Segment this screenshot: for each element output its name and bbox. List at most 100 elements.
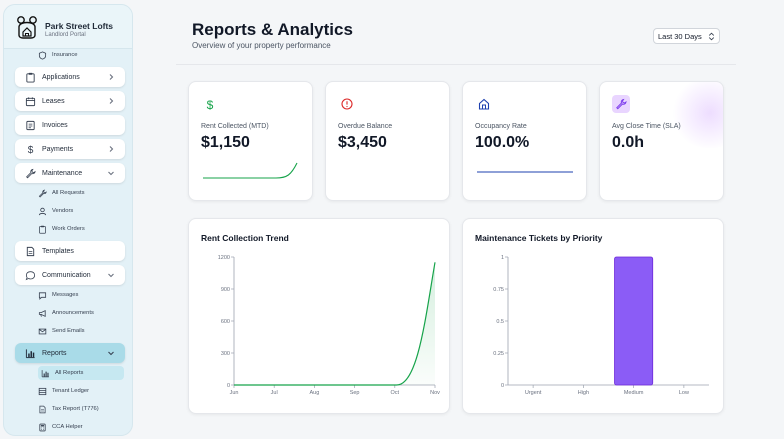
home-icon bbox=[476, 96, 492, 112]
sidebar-item-invoices[interactable]: Invoices bbox=[15, 115, 125, 135]
y-tick-label: 1 bbox=[501, 255, 504, 261]
brand-header: Park Street Lofts Landlord Portal bbox=[4, 5, 132, 49]
sidebar-item-label: Insurance bbox=[52, 52, 78, 58]
chevron-down-icon bbox=[108, 351, 114, 356]
y-tick-label: 900 bbox=[221, 287, 230, 293]
sidebar-item-reports[interactable]: Reports bbox=[15, 343, 125, 363]
dollar-icon: $ bbox=[202, 96, 218, 112]
sidebar-item-work-orders[interactable]: Work Orders bbox=[38, 222, 85, 236]
date-range-select[interactable]: Last 30 Days bbox=[653, 28, 720, 44]
sidebar-item-label: CCA Helper bbox=[52, 424, 83, 430]
y-tick-label: 0 bbox=[501, 383, 504, 389]
sidebar-item-label: Messages bbox=[52, 292, 79, 298]
shield-icon bbox=[38, 50, 47, 60]
x-tick-label: Aug bbox=[310, 390, 320, 396]
y-tick-label: 0 bbox=[227, 383, 230, 389]
y-tick-label: 0.5 bbox=[496, 319, 504, 325]
document-icon bbox=[25, 246, 36, 257]
kpi-value: $1,150 bbox=[201, 134, 250, 151]
sidebar-item-vendors[interactable]: Vendors bbox=[38, 204, 73, 218]
sidebar-item-tenant-ledger[interactable]: Tenant Ledger bbox=[38, 384, 89, 398]
sidebar-item-announcements[interactable]: Announcements bbox=[38, 306, 94, 320]
sidebar-item-communication[interactable]: Communication bbox=[15, 265, 125, 285]
x-tick-label: Low bbox=[679, 390, 689, 396]
kpi-card-occupancy-rate: Occupancy Rate 100.0% bbox=[462, 81, 587, 201]
sidebar-item-insurance[interactable]: Insurance bbox=[38, 48, 77, 62]
sidebar-item-label: All Requests bbox=[52, 190, 85, 196]
tickets-priority-card: Maintenance Tickets by Priority 0 0.25 0.5… bbox=[462, 218, 724, 414]
sidebar-item-label: Announcements bbox=[52, 310, 94, 316]
sidebar-item-maintenance[interactable]: Maintenance bbox=[15, 163, 125, 183]
chat-icon bbox=[25, 270, 36, 281]
page-title: Reports & Analytics bbox=[192, 20, 353, 39]
x-tick-label: Medium bbox=[624, 390, 644, 396]
occupancy-sparkline bbox=[477, 171, 573, 173]
chevron-right-icon bbox=[109, 146, 114, 152]
y-tick-label: 300 bbox=[221, 351, 230, 357]
sidebar-item-all-requests[interactable]: All Requests bbox=[38, 186, 85, 200]
sidebar: Park Street Lofts Landlord Portal Insura… bbox=[3, 4, 133, 436]
header-divider bbox=[176, 64, 736, 65]
sidebar-item-label: Maintenance bbox=[42, 169, 83, 177]
x-tick-label: Jun bbox=[230, 390, 239, 396]
dollar-icon: $ bbox=[25, 144, 36, 155]
sidebar-item-label: Work Orders bbox=[52, 226, 85, 232]
kpi-label: Overdue Balance bbox=[338, 123, 393, 130]
rent-trend-card: Rent Collection Trend 0 300 600 900 1200 Jun J… bbox=[188, 218, 450, 414]
chevron-down-icon bbox=[108, 171, 114, 176]
sidebar-item-payments[interactable]: $ Payments bbox=[15, 139, 125, 159]
sidebar-item-label: Leases bbox=[42, 97, 65, 105]
bar-medium bbox=[614, 256, 654, 386]
sidebar-item-tax-report[interactable]: Tax Report (T776) bbox=[38, 402, 99, 416]
date-range-value: Last 30 Days bbox=[658, 31, 702, 41]
select-caret-icon bbox=[708, 32, 715, 41]
x-tick-label: Sep bbox=[350, 390, 360, 396]
kpi-card-avg-close-time: Avg Close Time (SLA) 0.0h bbox=[599, 81, 724, 201]
decorative-glow bbox=[670, 82, 723, 148]
x-tick-label: Jul bbox=[271, 390, 278, 396]
bear-logo-icon bbox=[17, 16, 37, 39]
table-icon bbox=[38, 387, 47, 396]
svg-text:$: $ bbox=[28, 145, 34, 155]
alert-circle-icon bbox=[339, 96, 355, 112]
sidebar-item-cca-helper[interactable]: CCA Helper bbox=[38, 420, 83, 434]
document-icon bbox=[38, 405, 47, 414]
x-tick-label: Oct bbox=[391, 390, 400, 396]
sidebar-item-label: Tax Report (T776) bbox=[52, 406, 99, 412]
kpi-value: 0.0h bbox=[612, 134, 645, 151]
series-line bbox=[234, 262, 436, 386]
x-tick-label: Nov bbox=[430, 390, 440, 396]
sidebar-item-applications[interactable]: Applications bbox=[15, 67, 125, 87]
sidebar-item-messages[interactable]: Messages bbox=[38, 288, 78, 302]
sidebar-item-label: Send Emails bbox=[52, 328, 85, 334]
brand-subtitle: Landlord Portal bbox=[45, 32, 86, 38]
user-icon bbox=[38, 207, 47, 216]
kpi-value: $3,450 bbox=[338, 134, 387, 151]
tickets-priority-chart: 0 0.25 0.5 0.75 1 Urgent High Medium Low bbox=[493, 255, 709, 396]
bar-chart-icon bbox=[41, 369, 50, 378]
sidebar-scrollbar[interactable] bbox=[132, 145, 133, 365]
series-area bbox=[234, 262, 435, 385]
calculator-icon bbox=[38, 423, 47, 432]
sidebar-item-label: Vendors bbox=[52, 208, 74, 214]
sidebar-item-label: Payments bbox=[42, 145, 74, 153]
kpi-label: Rent Collected (MTD) bbox=[201, 123, 269, 130]
mail-icon bbox=[38, 327, 47, 336]
x-tick-label: High bbox=[578, 390, 589, 396]
calendar-icon bbox=[25, 96, 36, 107]
sidebar-item-send-emails[interactable]: Send Emails bbox=[38, 324, 85, 338]
clipboard-icon bbox=[38, 225, 47, 234]
kpi-card-rent-collected: $ Rent Collected (MTD) $1,150 bbox=[188, 81, 313, 201]
chevron-right-icon bbox=[109, 98, 114, 104]
rent-sparkline bbox=[203, 162, 298, 179]
sidebar-item-all-reports[interactable]: All Reports bbox=[38, 366, 124, 380]
sidebar-item-label: Reports bbox=[42, 349, 67, 357]
brand-name: Park Street Lofts bbox=[45, 21, 114, 31]
sidebar-item-leases[interactable]: Leases bbox=[15, 91, 125, 111]
sidebar-item-templates[interactable]: Templates bbox=[15, 241, 125, 261]
chevron-down-icon bbox=[108, 273, 114, 278]
wrench-icon bbox=[25, 168, 36, 179]
kpi-label: Occupancy Rate bbox=[475, 123, 527, 130]
svg-text:$: $ bbox=[207, 98, 214, 111]
page-subtitle: Overview of your property performance bbox=[192, 41, 331, 50]
